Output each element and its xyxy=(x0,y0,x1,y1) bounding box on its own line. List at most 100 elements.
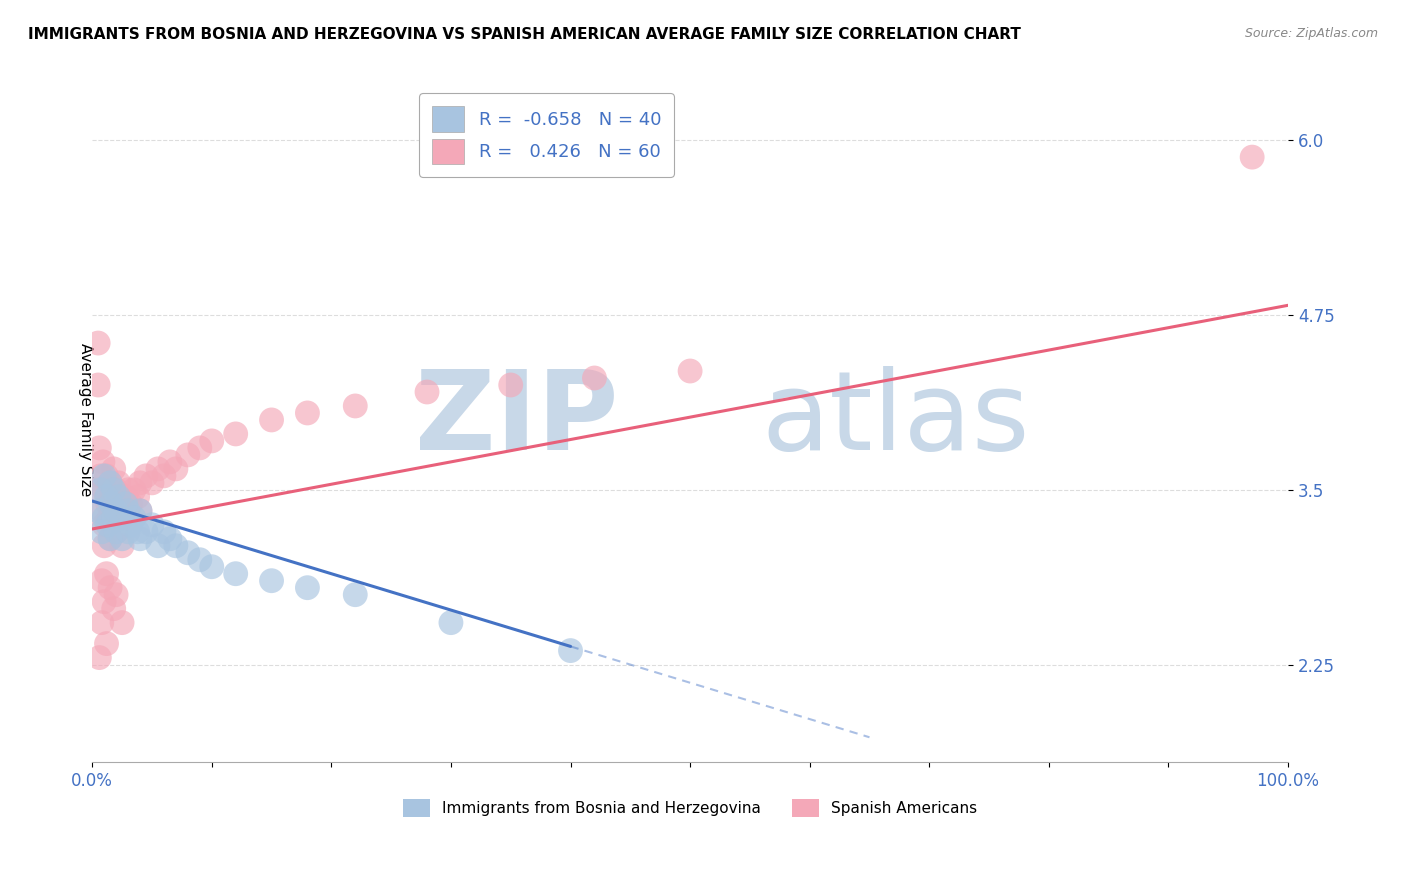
Point xyxy=(260,574,283,588)
Point xyxy=(129,504,152,518)
Point xyxy=(107,490,129,504)
Point xyxy=(89,650,111,665)
Point xyxy=(114,497,136,511)
Point xyxy=(114,490,136,504)
Point xyxy=(91,455,114,469)
Point xyxy=(297,581,319,595)
Point xyxy=(120,497,142,511)
Point xyxy=(117,504,139,518)
Text: Source: ZipAtlas.com: Source: ZipAtlas.com xyxy=(1244,27,1378,40)
Point xyxy=(111,497,134,511)
Point xyxy=(103,483,125,497)
Point xyxy=(260,413,283,427)
Point xyxy=(105,588,128,602)
Point xyxy=(135,468,157,483)
Point xyxy=(122,510,145,524)
Point xyxy=(93,517,115,532)
Point xyxy=(93,483,115,497)
Point xyxy=(90,524,112,539)
Point xyxy=(107,510,129,524)
Point xyxy=(105,483,128,497)
Y-axis label: Average Family Size: Average Family Size xyxy=(79,343,93,497)
Point xyxy=(103,462,125,476)
Point xyxy=(344,399,367,413)
Point xyxy=(135,524,157,539)
Point xyxy=(129,475,152,490)
Point xyxy=(111,539,134,553)
Point xyxy=(120,517,142,532)
Point xyxy=(103,504,125,518)
Point xyxy=(117,524,139,539)
Point xyxy=(100,497,122,511)
Point xyxy=(225,426,247,441)
Point xyxy=(98,475,121,490)
Point xyxy=(97,510,120,524)
Point xyxy=(103,601,125,615)
Point xyxy=(93,539,115,553)
Point xyxy=(153,468,176,483)
Point xyxy=(97,497,120,511)
Point xyxy=(111,615,134,630)
Point xyxy=(499,378,522,392)
Point xyxy=(679,364,702,378)
Point xyxy=(90,483,112,497)
Point xyxy=(93,510,115,524)
Point xyxy=(201,434,224,448)
Point xyxy=(93,595,115,609)
Point xyxy=(129,504,152,518)
Point xyxy=(117,510,139,524)
Point xyxy=(105,524,128,539)
Point xyxy=(416,384,439,399)
Point xyxy=(560,643,582,657)
Point xyxy=(159,455,181,469)
Point xyxy=(111,510,134,524)
Point xyxy=(93,468,115,483)
Text: IMMIGRANTS FROM BOSNIA AND HERZEGOVINA VS SPANISH AMERICAN AVERAGE FAMILY SIZE C: IMMIGRANTS FROM BOSNIA AND HERZEGOVINA V… xyxy=(28,27,1021,42)
Point xyxy=(90,504,112,518)
Point xyxy=(90,468,112,483)
Point xyxy=(201,559,224,574)
Point xyxy=(84,483,107,497)
Point xyxy=(105,524,128,539)
Point xyxy=(188,553,211,567)
Point xyxy=(146,462,169,476)
Point xyxy=(127,490,149,504)
Point xyxy=(177,546,200,560)
Text: atlas: atlas xyxy=(762,367,1031,474)
Legend: Immigrants from Bosnia and Herzegovina, Spanish Americans: Immigrants from Bosnia and Herzegovina, … xyxy=(396,792,984,823)
Point xyxy=(344,588,367,602)
Point xyxy=(98,581,121,595)
Point xyxy=(440,615,463,630)
Point xyxy=(165,539,187,553)
Point xyxy=(87,378,110,392)
Point xyxy=(98,532,121,546)
Point xyxy=(105,504,128,518)
Point xyxy=(98,475,121,490)
Point xyxy=(96,468,118,483)
Point xyxy=(583,371,606,385)
Point xyxy=(90,615,112,630)
Point xyxy=(96,566,118,581)
Text: ZIP: ZIP xyxy=(415,367,619,474)
Point xyxy=(87,336,110,351)
Point xyxy=(90,574,112,588)
Point xyxy=(188,441,211,455)
Point xyxy=(98,532,121,546)
Point xyxy=(297,406,319,420)
Point xyxy=(159,532,181,546)
Point xyxy=(87,504,110,518)
Point xyxy=(89,441,111,455)
Point xyxy=(100,490,122,504)
Point xyxy=(129,532,152,546)
Point xyxy=(111,532,134,546)
Point xyxy=(1241,150,1264,164)
Point xyxy=(225,566,247,581)
Point xyxy=(141,517,163,532)
Point xyxy=(107,475,129,490)
Point xyxy=(97,517,120,532)
Point xyxy=(96,637,118,651)
Point xyxy=(177,448,200,462)
Point xyxy=(141,475,163,490)
Point xyxy=(122,483,145,497)
Point xyxy=(153,524,176,539)
